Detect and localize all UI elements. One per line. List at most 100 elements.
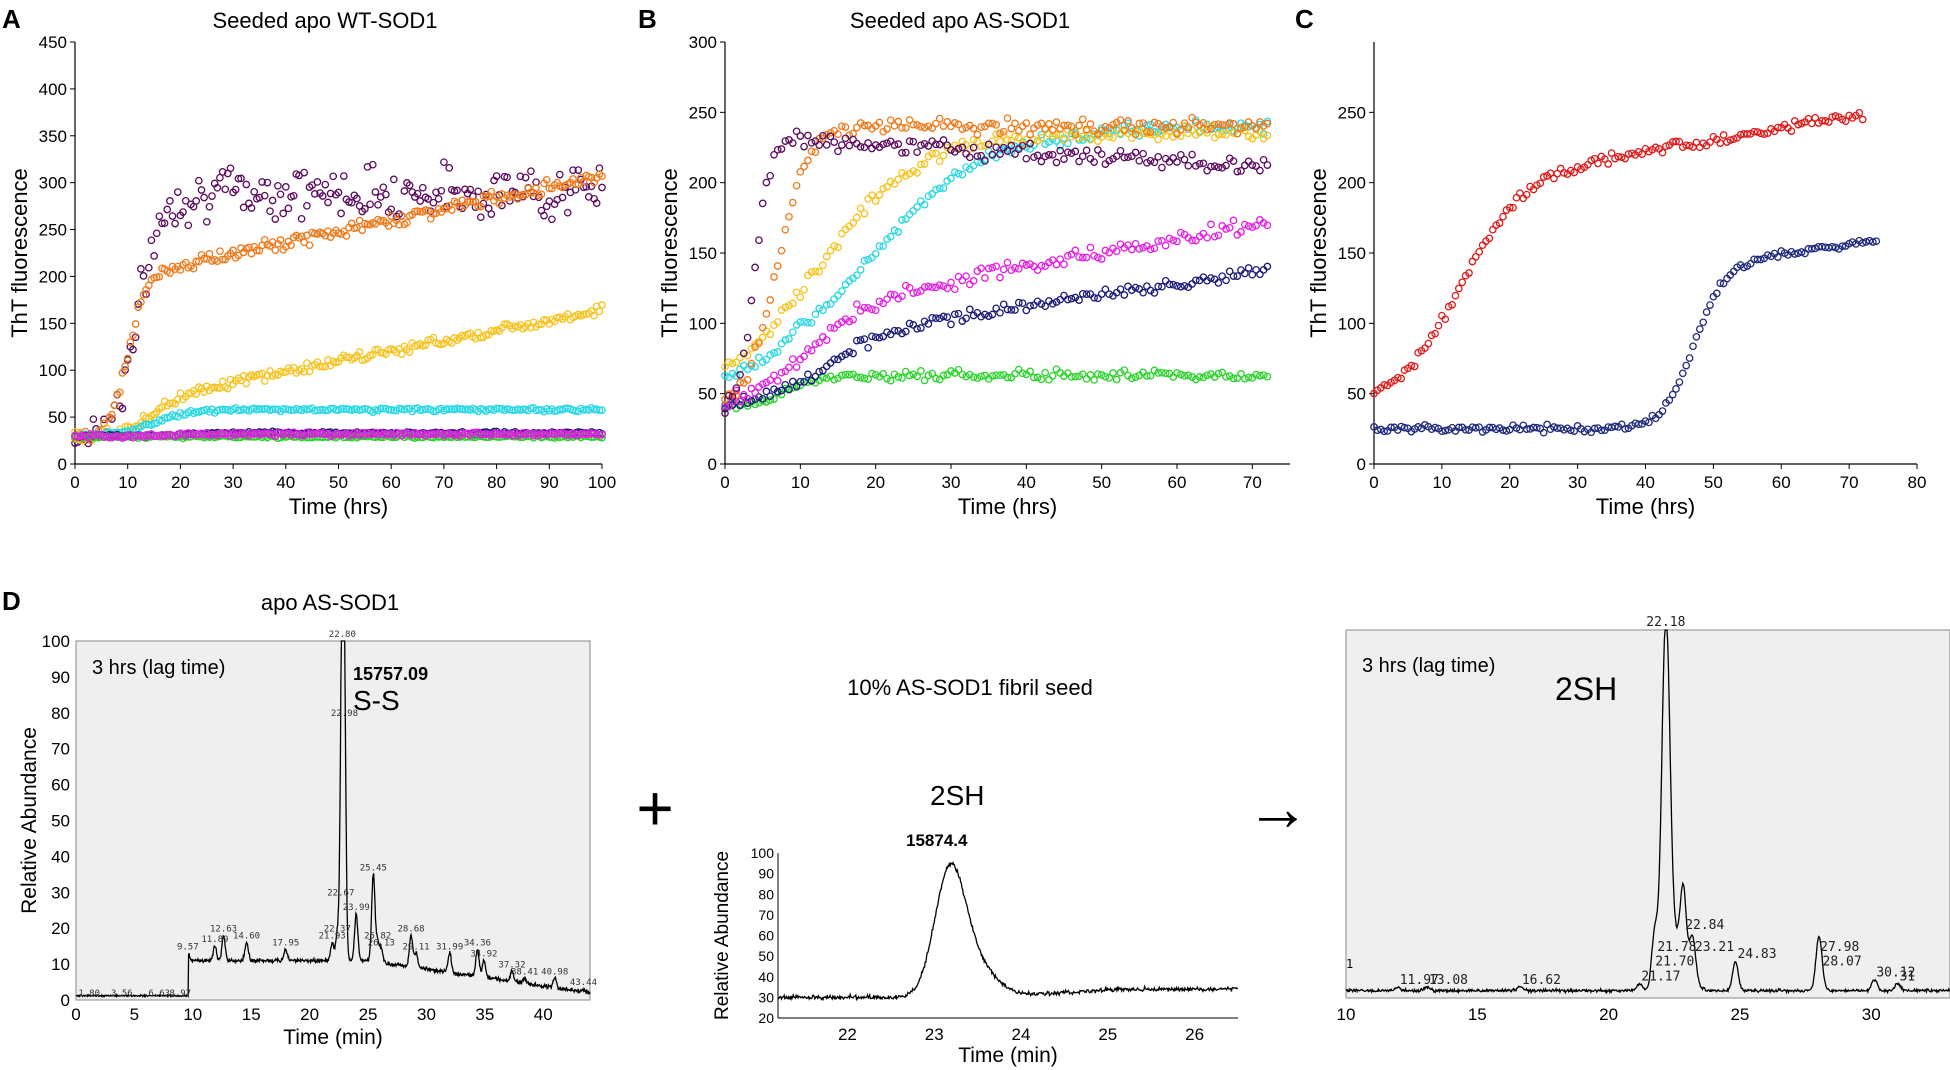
- data-point: [724, 358, 733, 366]
- data-point: [484, 405, 493, 414]
- data-point: [920, 376, 929, 385]
- data-point: [1188, 113, 1196, 122]
- data-point: [308, 181, 316, 190]
- data-point: [532, 184, 540, 192]
- data-point: [943, 284, 952, 293]
- data-point: [1097, 371, 1106, 379]
- data-point: [1112, 375, 1121, 384]
- data-point: [932, 314, 940, 323]
- y-tick-label: 50: [1347, 385, 1366, 404]
- data-point: [1082, 290, 1091, 299]
- data-point: [1685, 354, 1694, 362]
- data-point: [924, 282, 933, 291]
- data-point: [1662, 142, 1670, 151]
- data-point: [1199, 159, 1208, 168]
- data-point: [1407, 361, 1416, 370]
- data-point: [992, 304, 1001, 313]
- y-tick-label: 40: [758, 969, 774, 985]
- data-point: [1105, 248, 1114, 257]
- data-point: [992, 130, 1001, 138]
- data-point: [1207, 162, 1215, 171]
- data-point: [939, 184, 948, 192]
- data-point: [947, 174, 955, 183]
- data-point: [279, 209, 288, 218]
- x-tick-label: 30: [1862, 1005, 1881, 1024]
- data-point: [807, 319, 816, 327]
- data-point: [426, 430, 435, 439]
- data-point: [977, 142, 985, 151]
- peak-label: 26.13: [368, 939, 395, 949]
- data-point: [534, 320, 543, 329]
- data-point: [917, 160, 925, 169]
- data-point: [875, 118, 884, 127]
- data-point: [1400, 423, 1409, 432]
- data-point: [205, 250, 214, 258]
- data-point: [1597, 426, 1606, 435]
- data-point: [519, 405, 527, 414]
- x-tick-label: 60: [1772, 473, 1791, 492]
- data-point: [781, 384, 790, 393]
- data-point: [1252, 221, 1260, 230]
- data-point: [300, 168, 309, 177]
- data-point: [1120, 291, 1129, 299]
- data-point: [337, 209, 345, 218]
- data-point: [476, 213, 485, 222]
- data-point: [1207, 121, 1215, 130]
- data-point: [229, 246, 237, 255]
- data-point: [1146, 120, 1155, 129]
- data-point: [1682, 361, 1691, 370]
- data-point: [1014, 134, 1023, 142]
- data-point: [1161, 132, 1170, 140]
- data-point: [1218, 272, 1227, 281]
- data-point: [834, 130, 842, 139]
- data-point: [242, 379, 251, 388]
- data-point: [1536, 179, 1545, 188]
- data-point: [1071, 127, 1080, 135]
- data-point: [901, 148, 910, 157]
- data-point: [935, 375, 944, 384]
- data-point: [773, 377, 782, 385]
- y-axis-label: Relative Abundance: [712, 851, 733, 1020]
- data-point: [1173, 237, 1181, 246]
- data-point: [1135, 156, 1144, 165]
- data-point: [1037, 133, 1046, 142]
- data-point: [935, 114, 944, 123]
- data-point: [883, 183, 891, 191]
- data-point: [856, 266, 865, 274]
- peak-label: 23.99: [343, 903, 370, 913]
- data-point: [1695, 143, 1704, 152]
- data-point: [332, 430, 340, 438]
- data-point: [179, 208, 187, 216]
- data-point: [1143, 372, 1151, 380]
- y-tick-label: 150: [689, 244, 717, 263]
- data-point: [1139, 288, 1147, 297]
- data-point: [766, 296, 775, 304]
- data-point: [924, 371, 933, 380]
- data-point: [834, 243, 842, 252]
- data-point: [271, 215, 280, 223]
- data-point: [743, 376, 752, 384]
- data-point: [898, 149, 906, 157]
- data-point: [1045, 375, 1053, 384]
- data-point: [777, 145, 786, 153]
- data-point: [1143, 127, 1151, 136]
- data-point: [1109, 369, 1117, 377]
- data-point: [466, 185, 475, 194]
- data-point: [751, 263, 759, 272]
- data-point: [1641, 417, 1650, 425]
- data-point: [437, 186, 446, 195]
- chart-d3-species: 2SH: [1555, 671, 1617, 707]
- data-point: [1539, 173, 1548, 181]
- data-point: [137, 298, 145, 306]
- data-point: [822, 141, 831, 149]
- data-point: [368, 160, 377, 169]
- data-point: [905, 137, 914, 146]
- data-point: [555, 170, 564, 179]
- data-point: [804, 318, 812, 327]
- data-point: [950, 168, 959, 176]
- data-point: [139, 272, 148, 280]
- data-point: [841, 280, 850, 289]
- y-axis-label: ThT fluorescence: [7, 168, 32, 338]
- data-point: [205, 202, 214, 211]
- data-point: [1560, 169, 1568, 177]
